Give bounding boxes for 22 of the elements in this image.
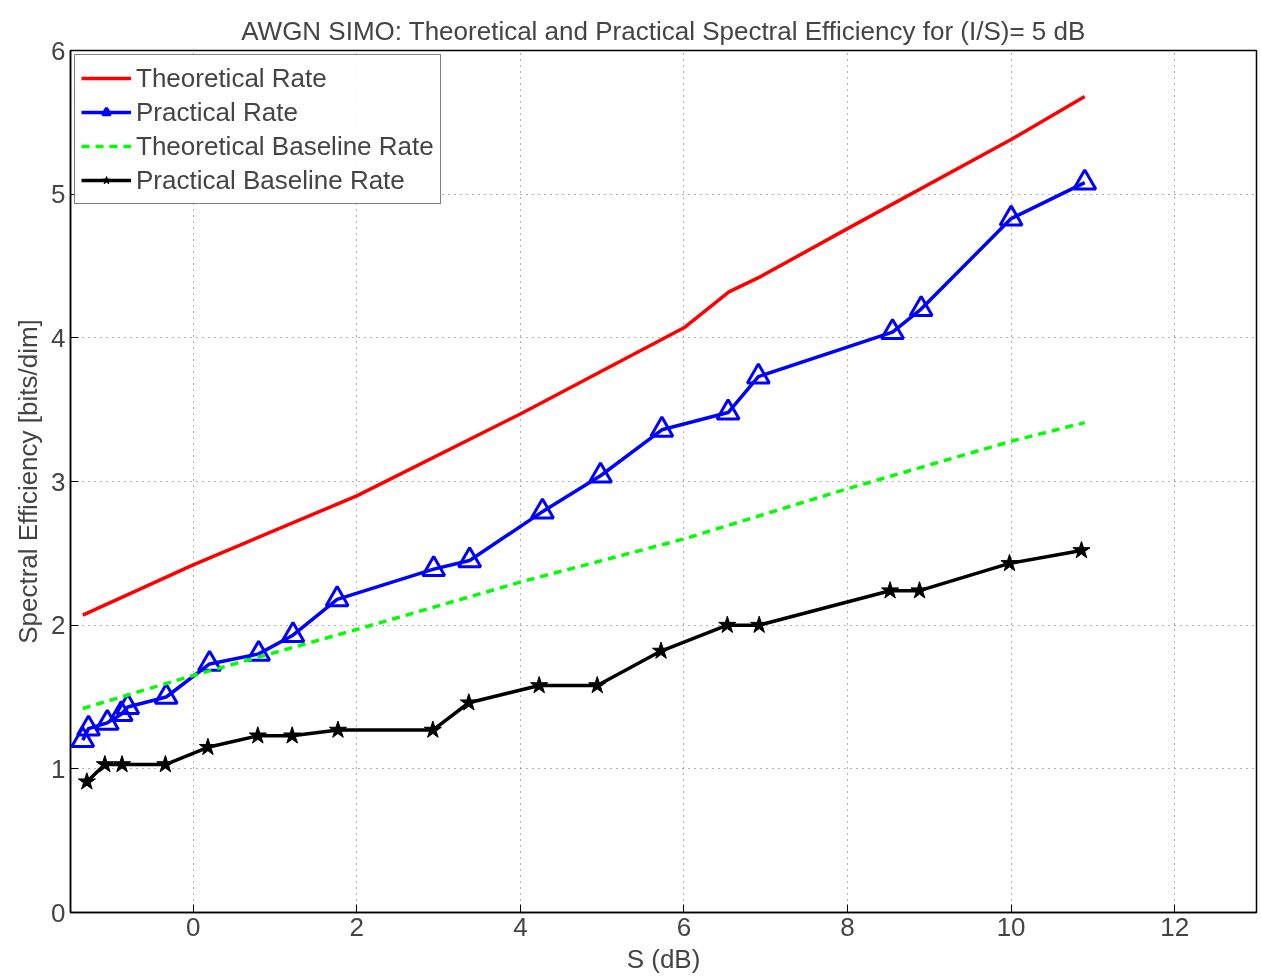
x-tick-label: 0	[185, 911, 201, 942]
x-tick-label: 8	[840, 911, 855, 942]
y-tick-label: 5	[51, 179, 66, 210]
line-series	[81, 420, 1087, 711]
x-tick-label: 10	[996, 911, 1026, 942]
y-tick-label: 6	[51, 35, 66, 66]
x-tick-label: 6	[676, 911, 692, 942]
x-tick-label: 4	[513, 911, 528, 942]
y-tick-label: 3	[51, 466, 66, 497]
legend-label: Practical Baseline Rate	[136, 163, 405, 197]
y-axis-title: Spectral Efficiency [bits/dim]	[13, 319, 44, 644]
chart-title: AWGN SIMO: Theoretical and Practical Spectral Efficiency for (I/S)= 5 dB	[241, 15, 1086, 46]
line-series	[81, 94, 1087, 617]
x-tick-label: 12	[1160, 911, 1190, 942]
y-tick-label: 1	[51, 753, 66, 784]
y-tick-label: 2	[51, 610, 66, 641]
legend-label: Theoretical Baseline Rate	[136, 129, 434, 163]
x-axis-title: S (dB)	[626, 943, 701, 974]
x-tick-label: 2	[349, 911, 365, 942]
legend-label: Theoretical Rate	[136, 61, 327, 95]
y-tick-label: 4	[51, 322, 66, 353]
legend-label: Practical Rate	[136, 95, 298, 129]
